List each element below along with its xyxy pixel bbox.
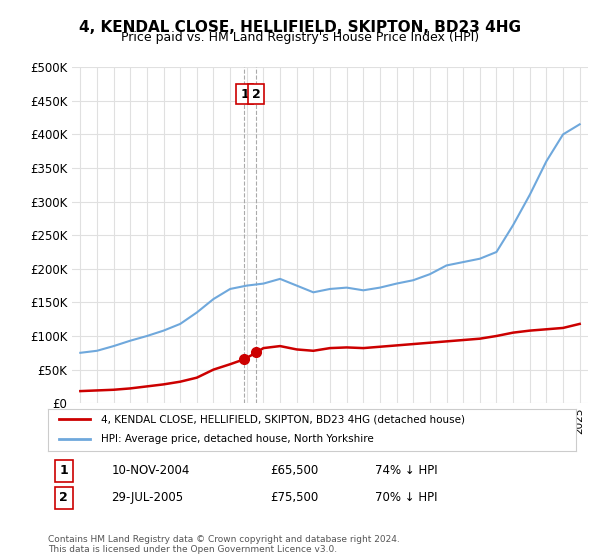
Text: 2: 2	[59, 492, 68, 505]
Text: 4, KENDAL CLOSE, HELLIFIELD, SKIPTON, BD23 4HG: 4, KENDAL CLOSE, HELLIFIELD, SKIPTON, BD…	[79, 20, 521, 35]
Text: £75,500: £75,500	[270, 492, 318, 505]
Text: £65,500: £65,500	[270, 464, 318, 477]
Text: 74% ↓ HPI: 74% ↓ HPI	[376, 464, 438, 477]
Text: Contains HM Land Registry data © Crown copyright and database right 2024.
This d: Contains HM Land Registry data © Crown c…	[48, 535, 400, 554]
Text: 1: 1	[240, 87, 249, 101]
Text: 70% ↓ HPI: 70% ↓ HPI	[376, 492, 438, 505]
Text: 4, KENDAL CLOSE, HELLIFIELD, SKIPTON, BD23 4HG (detached house): 4, KENDAL CLOSE, HELLIFIELD, SKIPTON, BD…	[101, 414, 465, 424]
Text: HPI: Average price, detached house, North Yorkshire: HPI: Average price, detached house, Nort…	[101, 434, 374, 444]
Text: 29-JUL-2005: 29-JUL-2005	[112, 492, 184, 505]
Text: 2: 2	[252, 87, 260, 101]
Text: 10-NOV-2004: 10-NOV-2004	[112, 464, 190, 477]
Text: Price paid vs. HM Land Registry's House Price Index (HPI): Price paid vs. HM Land Registry's House …	[121, 31, 479, 44]
Text: 1: 1	[59, 464, 68, 477]
